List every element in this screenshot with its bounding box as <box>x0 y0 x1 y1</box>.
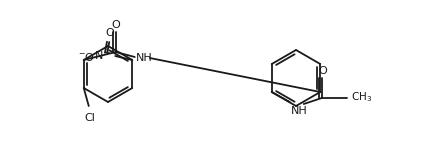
Text: CH$_3$: CH$_3$ <box>350 90 371 104</box>
Text: N$^+$: N$^+$ <box>93 47 111 63</box>
Text: $^{-}$O: $^{-}$O <box>78 51 95 63</box>
Text: O: O <box>111 20 120 30</box>
Text: NH: NH <box>135 53 152 63</box>
Text: Cl: Cl <box>84 113 95 123</box>
Text: O: O <box>106 28 114 38</box>
Text: NH: NH <box>290 106 307 116</box>
Text: O: O <box>318 66 326 76</box>
